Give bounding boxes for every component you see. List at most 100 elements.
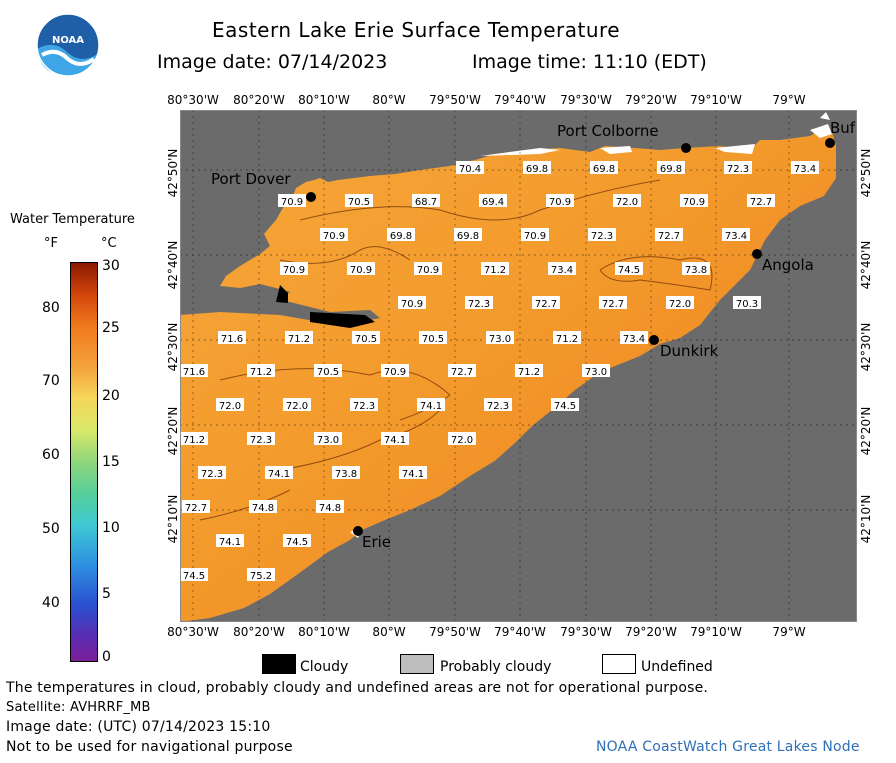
temperature-label: 71.6 <box>221 334 243 345</box>
temperature-label-bg <box>548 262 576 275</box>
legend-color-bar <box>70 262 98 662</box>
temperature-label: 69.8 <box>390 231 412 242</box>
temperature-label: 73.8 <box>685 265 707 276</box>
city-label-port-colborne: Port Colborne <box>557 122 659 140</box>
temperature-label-bg <box>733 296 761 309</box>
lon-tick-top: 79°20'W <box>625 93 677 107</box>
temperature-label-bg <box>320 228 348 241</box>
temperature-label-bg <box>417 398 445 411</box>
temperature-label-bg <box>481 262 509 275</box>
temperature-label-bg <box>456 161 484 174</box>
legend-f-tick: 60 <box>42 447 60 463</box>
temperature-label: 70.3 <box>736 299 758 310</box>
lon-tick-bottom: 80°30'W <box>167 625 219 639</box>
temperature-label: 71.2 <box>250 367 272 378</box>
temperature-label-bg <box>216 534 244 547</box>
temperature-label: 70.9 <box>384 367 406 378</box>
temperature-label: 72.7 <box>602 299 624 310</box>
temperature-label-bg <box>582 364 610 377</box>
temperature-label: 72.3 <box>250 435 272 446</box>
image-time: Image time: 11:10 (EDT) <box>472 51 707 73</box>
temperature-label-bg <box>620 331 648 344</box>
temperature-label: 73.0 <box>585 367 607 378</box>
legend-c-tick: 5 <box>102 586 111 602</box>
temperature-label: 73.4 <box>725 231 747 242</box>
city-marker-buffalo <box>825 138 835 148</box>
disclaimer-text: The temperatures in cloud, probably clou… <box>6 680 709 696</box>
lon-tick-bottom: 79°30'W <box>560 625 612 639</box>
temperature-label: 72.3 <box>353 401 375 412</box>
temperature-label: 72.3 <box>201 469 223 480</box>
lon-tick-bottom: 79°50'W <box>429 625 481 639</box>
key-swatch-cloudy <box>262 654 296 674</box>
lon-tick-top: 79°40'W <box>494 93 546 107</box>
temperature-label-bg <box>454 228 482 241</box>
temperature-label-bg <box>387 228 415 241</box>
lon-tick-top: 79°W <box>772 93 806 107</box>
lon-tick-top: 80°10'W <box>298 93 350 107</box>
legend-title: Water Temperature <box>10 212 135 227</box>
temperature-label: 71.2 <box>556 334 578 345</box>
temperature-label: 72.3 <box>727 164 749 175</box>
lake-temperature-map: 70.4 69.8 69.8 69.8 72.3 73.4 70.9 70.5 68.7 69.4… <box>180 110 857 622</box>
temperature-label: 71.2 <box>288 334 310 345</box>
temperature-label-bg <box>419 331 447 344</box>
temperature-label: 73.4 <box>794 164 816 175</box>
temperature-label: 69.8 <box>660 164 682 175</box>
utc-date-text: Image date: (UTC) 07/14/2023 15:10 <box>6 719 271 735</box>
legend-unit-f: °F <box>44 236 58 251</box>
lat-tick-left: 42°50'N <box>166 148 180 198</box>
temperature-label-bg <box>532 296 560 309</box>
temperature-label: 74.5 <box>554 401 576 412</box>
temperature-label: 70.9 <box>549 197 571 208</box>
temperature-label-bg <box>247 364 275 377</box>
key-label-undefined: Undefined <box>641 659 713 675</box>
temperature-label: 70.9 <box>281 197 303 208</box>
lat-tick-right: 42°10'N <box>859 494 873 544</box>
temperature-label: 74.1 <box>219 537 241 548</box>
temperature-label-bg <box>381 432 409 445</box>
legend-c-tick: 15 <box>102 454 120 470</box>
map-title: Eastern Lake Erie Surface Temperature <box>212 18 621 42</box>
city-label-angola: Angola <box>762 256 814 274</box>
legend-f-tick: 50 <box>42 521 60 537</box>
lon-tick-top: 80°20'W <box>233 93 285 107</box>
lon-tick-bottom: 79°10'W <box>690 625 742 639</box>
legend-c-tick: 25 <box>102 320 120 336</box>
temperature-label: 72.7 <box>451 367 473 378</box>
lon-tick-bottom: 79°40'W <box>494 625 546 639</box>
key-label-probably-cloudy: Probably cloudy <box>440 659 552 675</box>
lon-tick-bottom: 80°20'W <box>233 625 285 639</box>
satellite-text: Satellite: AVHRRF_MB <box>6 700 151 715</box>
temperature-label-bg <box>791 161 819 174</box>
temperature-label-bg <box>465 296 493 309</box>
temperature-label: 72.7 <box>535 299 557 310</box>
temperature-label-bg <box>590 161 618 174</box>
temperature-label-bg <box>599 296 627 309</box>
legend-f-tick: 80 <box>42 300 60 316</box>
lon-tick-top: 79°50'W <box>429 93 481 107</box>
temperature-label: 70.9 <box>683 197 705 208</box>
temperature-label-bg <box>332 466 360 479</box>
temperature-label: 70.4 <box>459 164 481 175</box>
temperature-label-bg <box>412 194 440 207</box>
temperature-label-bg <box>479 194 507 207</box>
temperature-label: 69.8 <box>457 231 479 242</box>
temperature-label-bg <box>553 331 581 344</box>
city-marker-erie <box>353 526 363 536</box>
temperature-label: 72.3 <box>487 401 509 412</box>
lon-tick-bottom: 80°W <box>372 625 406 639</box>
temperature-label: 73.0 <box>317 435 339 446</box>
map-frame <box>180 110 857 622</box>
lon-tick-bottom: 79°W <box>772 625 806 639</box>
temperature-label: 70.9 <box>401 299 423 310</box>
temperature-label: 69.4 <box>482 197 504 208</box>
temperature-label-bg <box>680 194 708 207</box>
city-marker-port-dover <box>306 192 316 202</box>
key-label-cloudy: Cloudy <box>300 659 349 675</box>
image-date: Image date: 07/14/2023 <box>157 51 388 73</box>
temperature-label: 70.9 <box>283 265 305 276</box>
city-marker-port-colborne <box>681 143 691 153</box>
key-swatch-probably-cloudy <box>400 654 434 674</box>
temperature-label-bg <box>218 331 246 344</box>
